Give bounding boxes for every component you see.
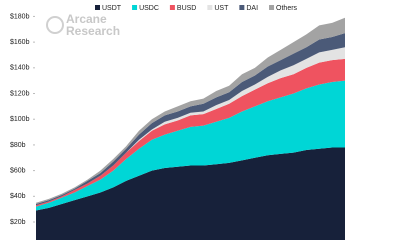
area	[36, 33, 345, 206]
y-tick-label: $180b	[10, 13, 30, 20]
y-tick-label: $120b	[10, 90, 30, 97]
logo-text: Arcane	[66, 12, 107, 26]
y-tick-label: $60b	[10, 167, 26, 174]
legend-swatch	[95, 5, 100, 10]
legend-label: BUSD	[177, 5, 196, 12]
legend-label: USDC	[139, 5, 159, 12]
legend-swatch	[132, 5, 138, 10]
area	[36, 147, 345, 240]
legend-swatch	[239, 5, 245, 10]
legend-label: DAI	[246, 5, 258, 12]
y-tick-label: $40b	[10, 193, 26, 200]
y-tick-label: $140b	[10, 65, 30, 72]
y-tick-label: $160b	[10, 39, 30, 46]
area	[36, 58, 345, 207]
legend-swatch	[169, 5, 175, 10]
y-tick-label: $20b	[10, 219, 26, 226]
area	[36, 80, 345, 211]
logo-text: Research	[66, 24, 120, 38]
y-tick-label: $100b	[10, 116, 30, 123]
legend-swatch	[269, 5, 275, 10]
legend-label: USDT	[102, 5, 122, 12]
legend-swatch	[207, 5, 213, 10]
legend-label: Others	[276, 5, 298, 12]
y-tick-label: $80b	[10, 142, 26, 149]
area	[36, 47, 345, 206]
area	[36, 17, 345, 205]
legend-label: UST	[214, 5, 229, 12]
logo-mark	[46, 16, 64, 34]
